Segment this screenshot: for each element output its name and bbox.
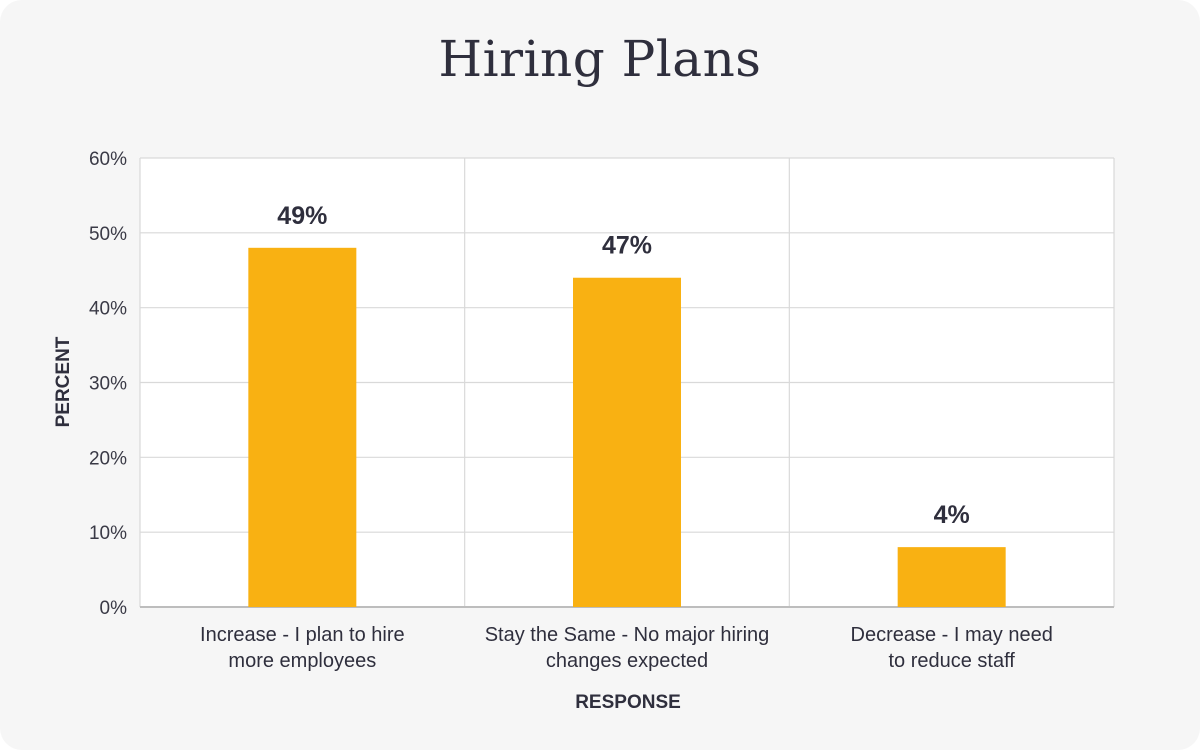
x-axis-label: RESPONSE bbox=[575, 692, 681, 713]
data-label: 47% bbox=[602, 232, 652, 260]
y-axis-label: PERCENT bbox=[53, 336, 74, 427]
bar bbox=[897, 547, 1006, 607]
x-tick-label: more employees bbox=[228, 650, 376, 672]
chart-title: Hiring Plans bbox=[438, 30, 762, 88]
x-tick-label: Increase - I plan to hire bbox=[200, 624, 405, 646]
bar bbox=[248, 247, 357, 608]
y-tick-label: 10% bbox=[89, 523, 127, 544]
x-tick-label: to reduce staff bbox=[888, 650, 1015, 672]
y-tick-label: 20% bbox=[89, 448, 127, 469]
y-tick-label: 30% bbox=[89, 374, 127, 395]
data-label: 49% bbox=[277, 202, 327, 230]
y-tick-label: 60% bbox=[89, 149, 127, 170]
bar bbox=[573, 277, 681, 607]
y-tick-label: 0% bbox=[100, 598, 128, 619]
x-tick-label: Stay the Same - No major hiring bbox=[485, 624, 770, 646]
x-tick-label: changes expected bbox=[546, 650, 708, 672]
x-tick-label: Decrease - I may need bbox=[851, 624, 1053, 646]
y-tick-label: 40% bbox=[89, 299, 127, 320]
data-label: 4% bbox=[934, 501, 970, 529]
y-tick-label: 50% bbox=[89, 224, 127, 245]
